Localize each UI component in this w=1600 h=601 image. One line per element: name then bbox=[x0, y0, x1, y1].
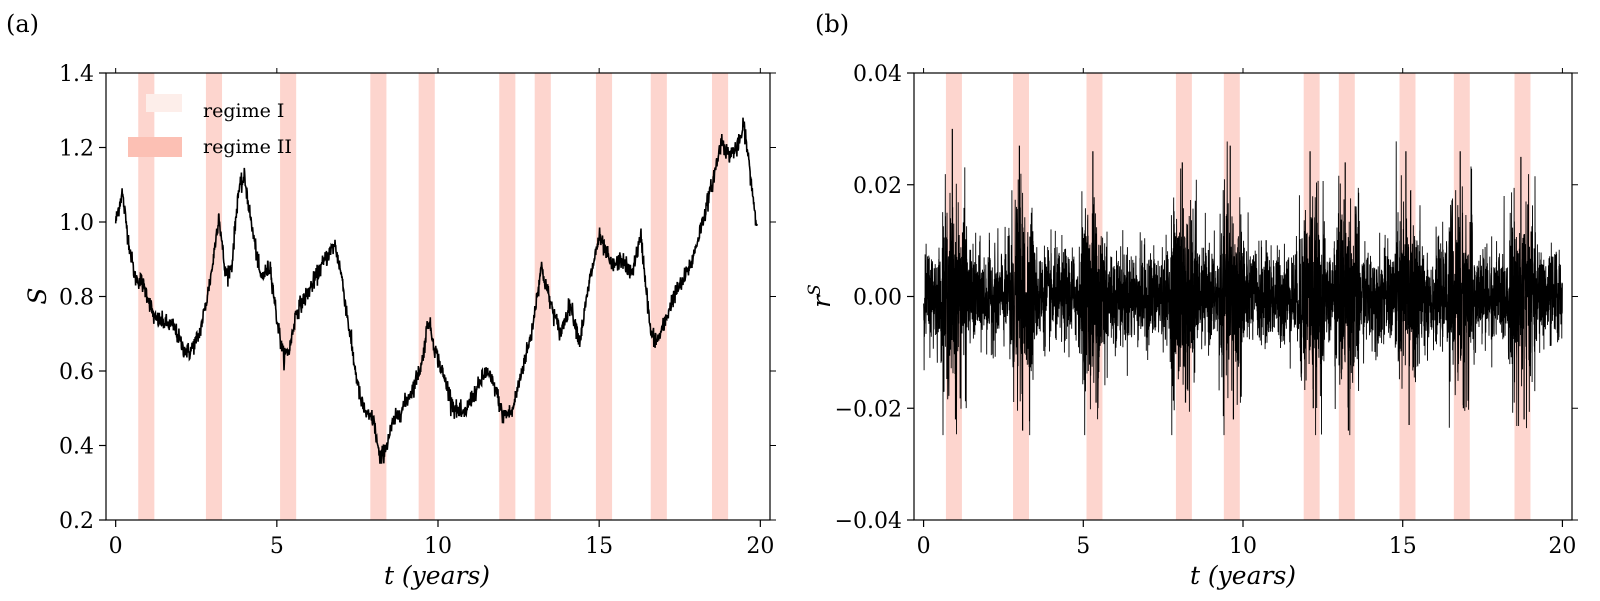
y-tick-label: 0.6 bbox=[59, 360, 94, 385]
regime-ii-band bbox=[595, 73, 613, 520]
x-ticks-a: 0 5 10 15 20 bbox=[109, 68, 774, 559]
price-line bbox=[114, 117, 758, 464]
y-tick-label: 0.4 bbox=[59, 435, 94, 460]
x-tick-label: 20 bbox=[1548, 534, 1576, 559]
x-tick-label: 0 bbox=[109, 534, 123, 559]
panel-a-label: (a) bbox=[6, 10, 39, 38]
x-tick-label: 15 bbox=[585, 534, 613, 559]
x-tick-label: 15 bbox=[1389, 534, 1417, 559]
regime-ii-band bbox=[499, 73, 516, 520]
x-tick-label: 0 bbox=[917, 534, 931, 559]
regime-ii-band bbox=[711, 73, 729, 520]
price-series bbox=[114, 117, 758, 464]
panel-a: (a) 0 5 10 15 20 0.2 0.4 0.6 0.8 1.0 1.2 1.4 regim… bbox=[6, 10, 776, 590]
x-tick-label: 10 bbox=[424, 534, 452, 559]
x-tick-label: 5 bbox=[270, 534, 284, 559]
regime-ii-band bbox=[534, 73, 551, 520]
x-ticks-b: 0 5 10 15 20 bbox=[917, 68, 1576, 559]
x-axis-label-b: t (years) bbox=[1190, 561, 1296, 590]
y-tick-label: −0.02 bbox=[835, 397, 902, 422]
y-tick-label: 1.4 bbox=[59, 62, 94, 87]
legend-swatch-regime-ii bbox=[128, 137, 182, 157]
y-tick-label: −0.04 bbox=[835, 509, 902, 534]
x-tick-label: 5 bbox=[1076, 534, 1090, 559]
regime-ii-band bbox=[280, 73, 297, 520]
regime-ii-band bbox=[205, 73, 223, 520]
y-ticks-a: 0.2 0.4 0.6 0.8 1.0 1.2 1.4 bbox=[59, 62, 776, 534]
legend-label-regime-i: regime I bbox=[203, 100, 284, 122]
regime-ii-band bbox=[370, 73, 387, 520]
regime-ii-band bbox=[418, 73, 435, 520]
legend-swatch-regime-i bbox=[146, 94, 182, 112]
y-tick-label: 1.2 bbox=[59, 137, 94, 162]
regime-bands-a bbox=[138, 73, 729, 520]
y-ticks-b: −0.04 −0.02 0.00 0.02 0.04 bbox=[835, 62, 1578, 534]
x-axis-label-a: t (years) bbox=[384, 561, 490, 590]
returns-line bbox=[923, 141, 1563, 436]
x-tick-label: 10 bbox=[1229, 534, 1257, 559]
y-tick-label: 0.00 bbox=[853, 286, 902, 311]
regime-ii-band bbox=[650, 73, 667, 520]
legend-label-regime-ii: regime II bbox=[203, 136, 292, 158]
y-axis-label-a: S bbox=[23, 287, 52, 304]
y-tick-label: 0.02 bbox=[853, 174, 902, 199]
panel-b: (b) 0 5 10 15 20 −0.04 −0.02 0.00 0.02 0.04 t (y… bbox=[805, 10, 1578, 590]
y-axis-label-b: rS bbox=[805, 284, 836, 308]
legend: regime I regime II bbox=[128, 94, 292, 158]
panel-b-label: (b) bbox=[815, 10, 849, 38]
y-tick-label: 1.0 bbox=[59, 211, 94, 236]
x-tick-label: 20 bbox=[746, 534, 774, 559]
y-tick-label: 0.8 bbox=[59, 286, 94, 311]
returns-series bbox=[923, 128, 1563, 436]
y-tick-label: 0.04 bbox=[853, 62, 902, 87]
y-tick-label: 0.2 bbox=[59, 509, 94, 534]
